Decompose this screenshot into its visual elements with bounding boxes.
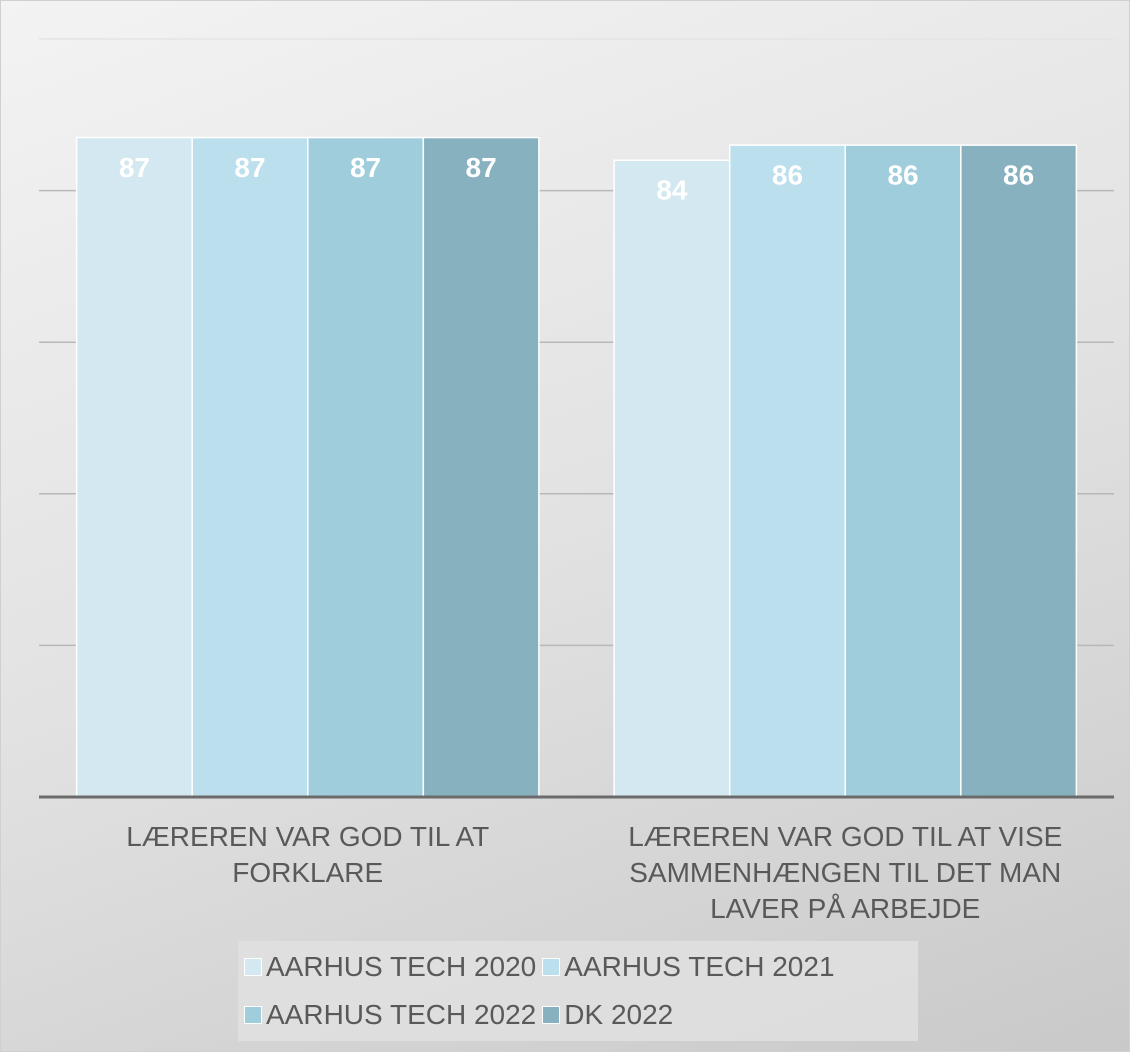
legend-item: AARHUS TECH 2020: [244, 943, 536, 991]
bar: [728, 144, 846, 798]
data-label: 86: [1003, 160, 1034, 191]
legend-swatch: [542, 1006, 561, 1024]
x-tick-label: LÆREREN VAR GOD TIL AT VISE SAMMENHÆNGEN…: [628, 821, 1063, 924]
legend-item: DK 2022: [542, 991, 673, 1039]
legend-swatch: [542, 958, 561, 976]
legend-item: AARHUS TECH 2021: [542, 943, 835, 991]
data-label: 87: [234, 152, 265, 183]
bar: [75, 136, 193, 798]
legend-swatch: [244, 1006, 262, 1024]
x-tick-label: LÆREREN VAR GOD TIL AT FORKLARE: [126, 821, 490, 888]
legend-label: AARHUS TECH 2022: [266, 999, 537, 1030]
data-label: 84: [656, 175, 688, 206]
legend-label: DK 2022: [564, 999, 674, 1030]
bar: [422, 136, 540, 798]
legend-swatch: [244, 958, 262, 976]
data-label: 86: [772, 160, 803, 191]
legend: AARHUS TECH 2020 AARHUS TECH 2021 AARHUS T…: [238, 941, 918, 1041]
data-label: 87: [119, 152, 150, 183]
bar: [191, 136, 309, 798]
legend-item: AARHUS TECH 2022: [244, 991, 536, 1039]
bar: [960, 144, 1078, 798]
bar: [307, 136, 425, 798]
legend-label: AARHUS TECH 2020: [266, 951, 537, 982]
data-label: 86: [887, 160, 918, 191]
legend-label: AARHUS TECH 2021: [564, 951, 835, 982]
bar: [613, 159, 731, 798]
data-label: 87: [466, 152, 497, 183]
data-label: 87: [350, 152, 381, 183]
bar: [844, 144, 962, 798]
